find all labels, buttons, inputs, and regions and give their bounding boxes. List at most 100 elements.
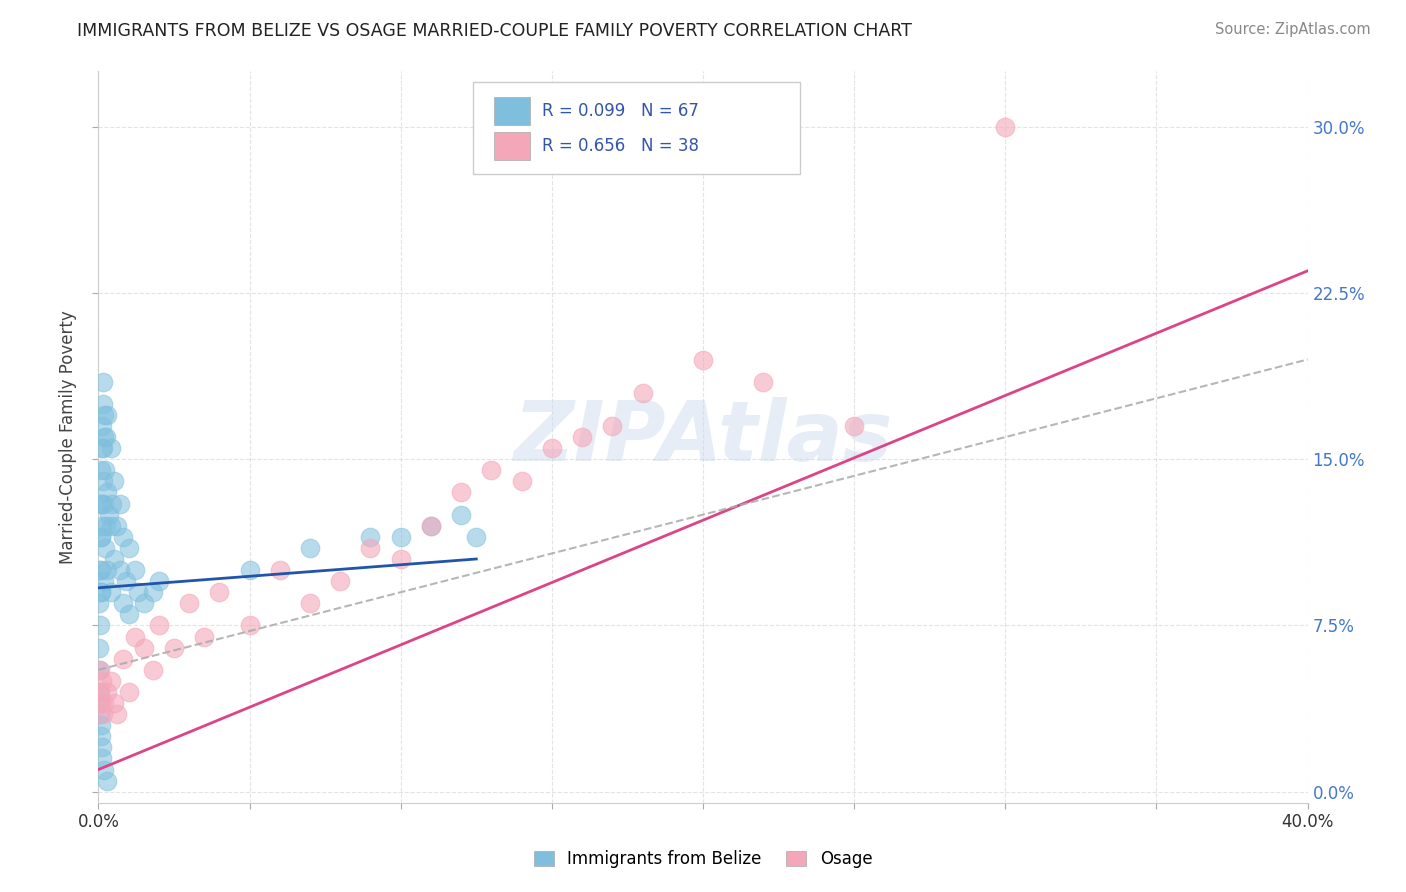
Point [93, 574, 115, 589]
Point [93, 497, 115, 511]
Point [118, 685, 141, 699]
Point [96, 685, 118, 699]
Point [108, 497, 131, 511]
Legend: Immigrants from Belize, Osage: Immigrants from Belize, Osage [527, 844, 879, 875]
Text: R = 0.099   N = 67: R = 0.099 N = 67 [543, 102, 699, 120]
Point [450, 485, 472, 500]
Point [98, 508, 121, 522]
Point [90, 729, 112, 743]
Point [91, 751, 114, 765]
Point [692, 352, 714, 367]
Point [89, 696, 111, 710]
Point [91, 441, 114, 455]
Point [96, 563, 118, 577]
Point [105, 707, 128, 722]
Point [91, 375, 114, 389]
Point [100, 441, 122, 455]
Point [124, 630, 146, 644]
Point [90, 530, 112, 544]
Point [91, 475, 114, 489]
Point [91, 673, 114, 688]
Point [100, 585, 122, 599]
Point [148, 574, 170, 589]
Point [89, 596, 111, 610]
Point [510, 475, 533, 489]
Point [93, 696, 115, 710]
Y-axis label: Married-Couple Family Poverty: Married-Couple Family Poverty [59, 310, 77, 564]
Point [571, 430, 593, 444]
Point [101, 497, 124, 511]
Point [299, 541, 322, 555]
Point [93, 430, 115, 444]
Point [91, 707, 114, 722]
Point [96, 408, 118, 422]
Point [103, 552, 125, 566]
Point [96, 485, 118, 500]
Point [329, 574, 352, 589]
Point [89, 663, 111, 677]
Point [90, 585, 112, 599]
Point [844, 419, 866, 434]
Point [94, 463, 117, 477]
Point [111, 596, 134, 610]
Point [93, 763, 115, 777]
Point [91, 441, 114, 455]
Point [96, 773, 118, 788]
Point [179, 596, 201, 610]
Point [602, 419, 624, 434]
Point [89, 618, 111, 632]
Point [420, 518, 443, 533]
Point [118, 541, 141, 555]
Point [89, 685, 111, 699]
Point [103, 696, 125, 710]
Point [89, 663, 111, 677]
Point [118, 607, 141, 622]
Point [90, 718, 112, 732]
Point [90, 530, 112, 544]
Point [90, 563, 112, 577]
Point [89, 707, 111, 722]
Point [420, 518, 443, 533]
Point [631, 385, 654, 400]
Point [142, 663, 165, 677]
Point [89, 685, 111, 699]
Point [89, 640, 111, 655]
Point [90, 585, 112, 599]
Point [752, 375, 775, 389]
Point [389, 530, 412, 544]
Point [103, 475, 125, 489]
Point [360, 530, 382, 544]
FancyBboxPatch shape [494, 97, 530, 125]
Point [91, 518, 114, 533]
Point [94, 518, 117, 533]
Point [91, 419, 114, 434]
Point [208, 585, 231, 599]
Point [90, 497, 112, 511]
Point [994, 120, 1017, 134]
Point [100, 673, 122, 688]
Point [111, 651, 134, 665]
Point [114, 574, 136, 589]
Point [111, 530, 134, 544]
Point [89, 563, 111, 577]
Point [132, 596, 155, 610]
Point [239, 618, 262, 632]
Point [465, 530, 488, 544]
Point [239, 563, 262, 577]
Point [94, 541, 117, 555]
Point [91, 397, 114, 411]
Text: Source: ZipAtlas.com: Source: ZipAtlas.com [1215, 22, 1371, 37]
Point [94, 430, 117, 444]
Point [132, 640, 155, 655]
Point [540, 441, 562, 455]
Point [481, 463, 503, 477]
Point [163, 640, 186, 655]
Point [142, 585, 165, 599]
Point [105, 518, 128, 533]
Point [450, 508, 472, 522]
Point [269, 563, 291, 577]
FancyBboxPatch shape [494, 132, 530, 160]
Point [148, 618, 170, 632]
Text: IMMIGRANTS FROM BELIZE VS OSAGE MARRIED-COUPLE FAMILY POVERTY CORRELATION CHART: IMMIGRANTS FROM BELIZE VS OSAGE MARRIED-… [77, 22, 912, 40]
Text: R = 0.656   N = 38: R = 0.656 N = 38 [543, 137, 699, 155]
